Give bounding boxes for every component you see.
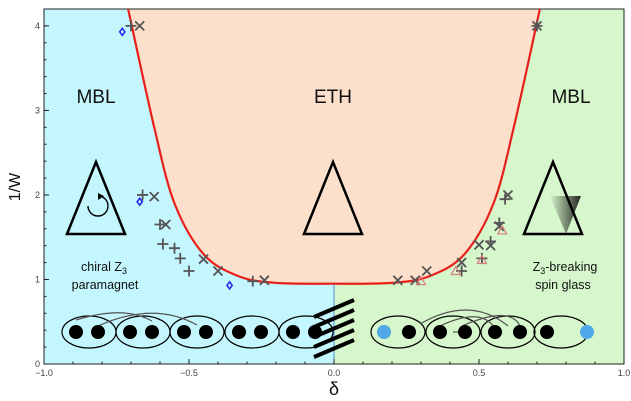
chain-right-sites [377,325,594,339]
x-tick-label: 0.5 [473,368,486,378]
diamond-marker [226,280,234,291]
plus-marker [169,242,180,254]
y-tick-label: 1 [35,274,40,284]
cross-marker [134,20,145,32]
y-tick-label: 0 [35,359,40,369]
chain-left-schematic [61,312,334,349]
right-phase-caption-line2: spin glass [535,278,591,292]
eth-region-area [128,9,540,284]
cross-marker [259,275,270,286]
x-axis-label: δ [329,379,339,399]
y-tick-label: 2 [35,190,40,200]
plus-marker [157,238,169,250]
triangle-marker [496,224,508,235]
cross-marker [198,254,209,265]
plus-marker [499,193,511,205]
diamond-marker [136,196,144,207]
plus-marker [183,265,195,277]
plus-marker [174,252,186,264]
triangle-left-icon [65,158,127,236]
plus-marker [125,20,137,32]
region-label-center: ETH [314,87,352,108]
y-tick-label: 4 [35,21,40,31]
plus-marker [137,189,149,201]
diamond-marker [118,26,126,37]
x-tick-label: 0.0 [328,368,341,378]
plus-marker [531,20,543,32]
right-phase-caption: Z3-breaking [533,260,598,276]
cross-marker [149,191,160,202]
left-phase-caption: chiral Z3 [81,260,127,276]
cross-marker [212,265,224,277]
y-axis-label: 1/W [7,172,24,201]
chain-left-sites [69,325,322,339]
x-tick-label: −1.0 [35,368,53,378]
cross-marker [160,219,171,230]
x-tick-label: −0.5 [180,368,198,378]
left-phase-caption-line2: paramagnet [72,278,139,292]
y-tick-label: 3 [35,105,40,115]
plus-marker [485,235,497,247]
triangle-marker [450,265,462,276]
x-axis-ticks: −1.0 −0.5 0.0 0.5 1.0 [35,359,630,378]
plus-marker [493,217,505,229]
region-label-right: MBL [551,87,590,108]
triangle-right-icon [522,158,584,236]
data-markers [118,20,543,291]
y-axis-ticks: 0 1 2 3 4 [35,8,49,369]
phase-boundary-curve [127,9,541,285]
transition-hatch [313,298,355,359]
cross-marker [473,239,485,250]
triangle-marker [415,275,427,286]
cross-marker [410,275,421,286]
triangle-marker [476,254,488,265]
triangle-center-icon [302,158,364,236]
plus-marker [154,219,166,231]
region-label-left: MBL [76,87,115,108]
cross-marker [421,265,432,277]
x-tick-label: 1.0 [618,368,631,378]
plus-marker [247,275,259,287]
cross-marker [456,257,467,268]
cross-marker [392,275,403,286]
